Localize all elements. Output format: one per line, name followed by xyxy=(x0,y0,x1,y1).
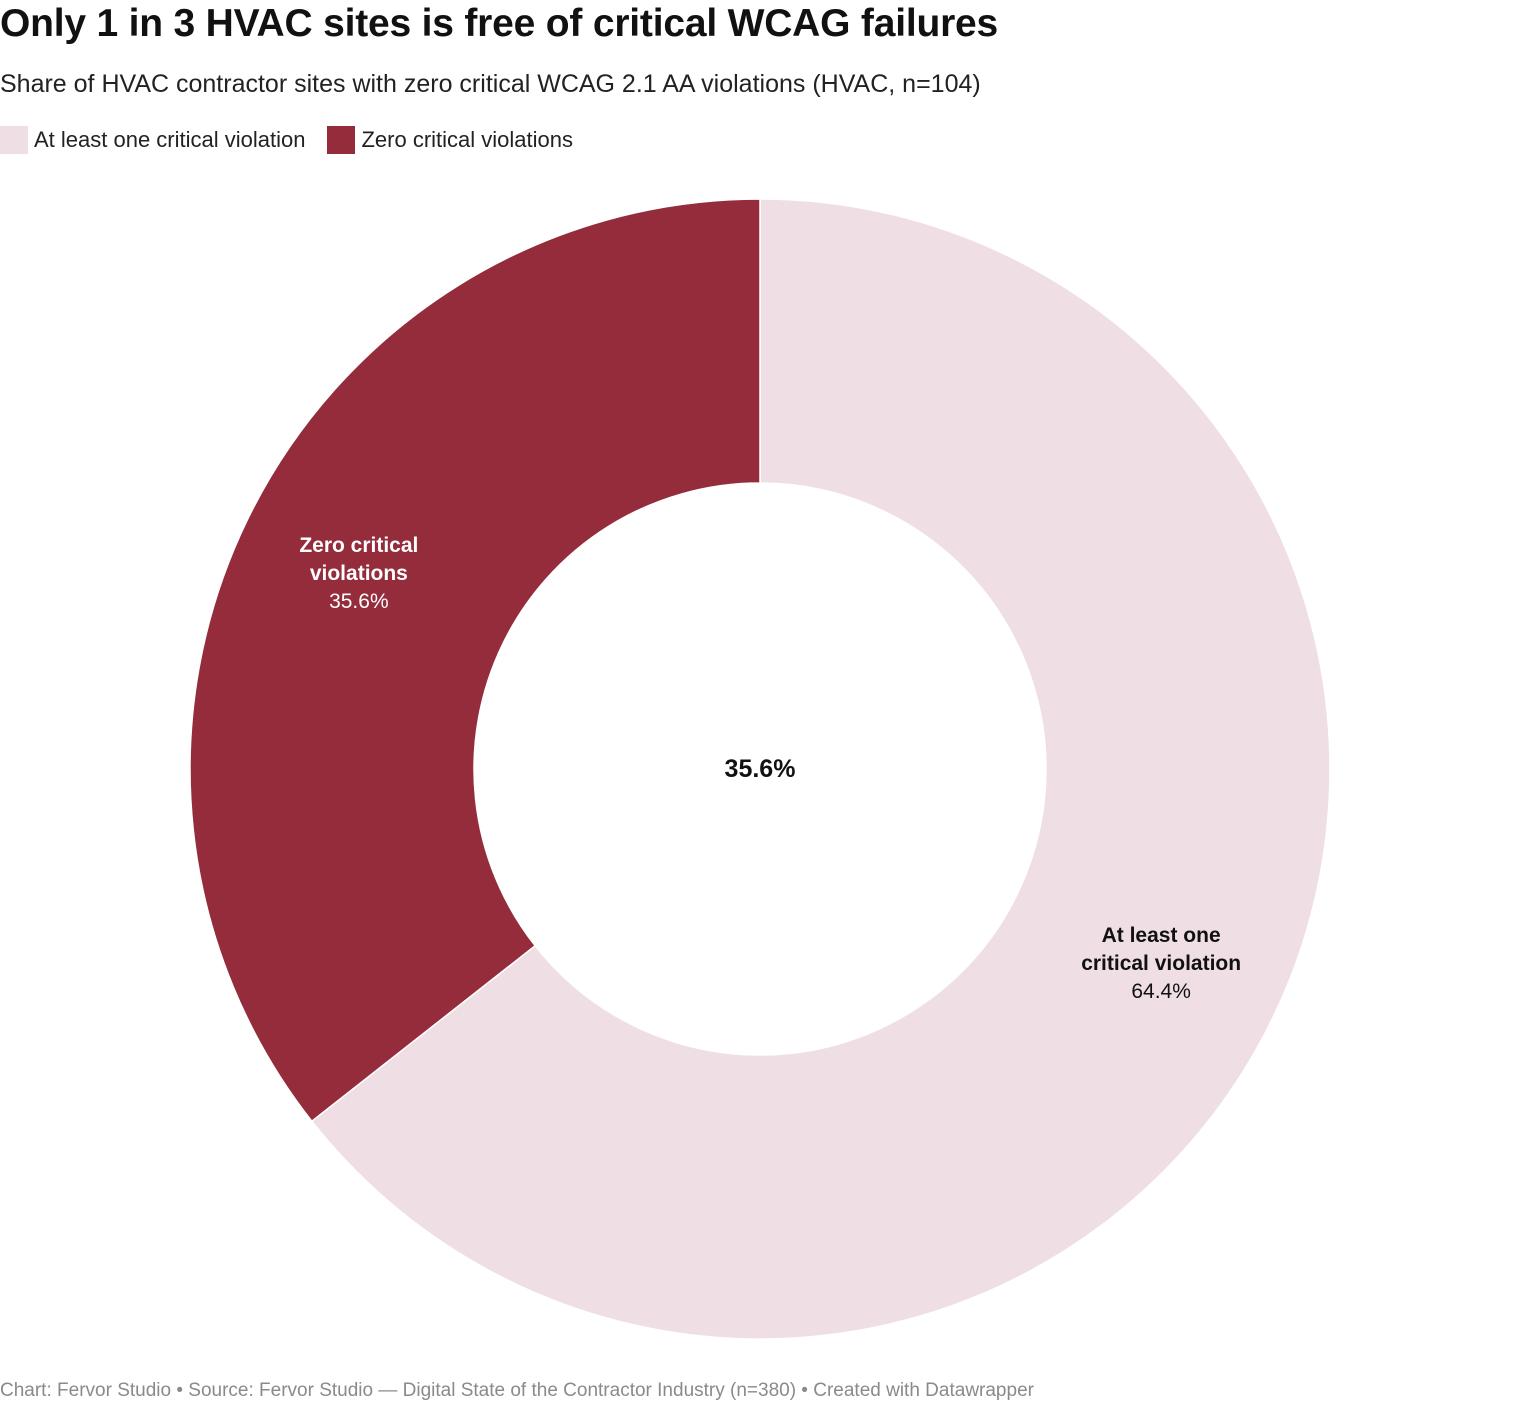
legend-item-zero: Zero critical violations xyxy=(327,126,573,154)
legend-swatch-zero xyxy=(327,126,356,154)
slice-zero xyxy=(189,198,761,1123)
slice-label-line: At least one xyxy=(1102,924,1221,947)
legend-item-at-least-one: At least one critical violation xyxy=(0,126,305,154)
slice-at-least-one xyxy=(310,198,1331,1340)
donut-slices xyxy=(189,198,1331,1340)
slice-value-label: 64.4% xyxy=(1131,980,1191,1003)
slice-label-line: violations xyxy=(310,562,408,585)
legend-label-zero: Zero critical violations xyxy=(361,127,573,152)
slice-label-line: Zero critical xyxy=(299,534,418,557)
slice-value-label: 35.6% xyxy=(329,590,389,613)
slice-label-line: critical violation xyxy=(1081,952,1241,975)
donut-center-label: 35.6% xyxy=(725,755,796,783)
chart-subtitle: Share of HVAC contractor sites with zero… xyxy=(0,70,981,98)
donut-slice-labels: At least one critical violation 64.4% Zero … xyxy=(299,534,1241,1003)
legend-label-at-least-one: At least one critical violation xyxy=(34,127,306,152)
chart-legend: At least one critical violation Zero cri… xyxy=(0,126,595,154)
legend-swatch-at-least-one xyxy=(0,126,28,154)
chart-footer: Chart: Fervor Studio • Source: Fervor St… xyxy=(0,1380,1034,1401)
chart-title: Only 1 in 3 HVAC sites is free of critic… xyxy=(0,2,999,45)
